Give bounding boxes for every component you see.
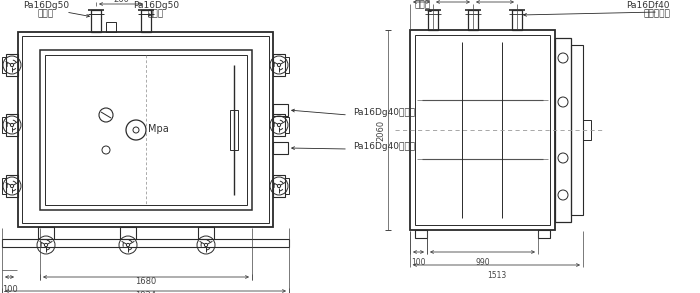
Text: 1513: 1513	[487, 271, 506, 280]
Text: 安全阀: 安全阀	[415, 0, 431, 9]
Bar	[273, 104, 288, 116]
Bar	[120, 227, 136, 239]
Bar	[91, 10, 101, 32]
Bar	[106, 22, 116, 32]
Bar	[6, 175, 18, 197]
Bar	[415, 230, 427, 238]
Bar	[141, 10, 151, 32]
Bar	[45, 55, 247, 205]
Bar	[2, 178, 6, 194]
Bar	[571, 45, 583, 215]
Text: 100: 100	[1, 285, 18, 293]
Bar	[285, 117, 289, 133]
Text: 2060: 2060	[377, 120, 386, 141]
Text: Pa16Df40: Pa16Df40	[626, 1, 670, 10]
Text: Mpa: Mpa	[148, 124, 169, 134]
Bar	[410, 30, 555, 230]
Bar	[6, 114, 18, 136]
Bar	[555, 38, 571, 222]
Text: Pa16Dg50: Pa16Dg50	[23, 1, 69, 10]
Bar	[2, 117, 6, 133]
Bar	[285, 178, 289, 194]
Bar	[273, 175, 285, 197]
Text: 990: 990	[475, 258, 490, 267]
Bar	[538, 230, 550, 238]
Bar	[2, 239, 289, 247]
Bar	[40, 50, 252, 210]
Bar	[38, 227, 54, 239]
Bar	[583, 120, 591, 140]
Text: 100: 100	[411, 258, 426, 267]
Text: Pa16Dg50: Pa16Dg50	[133, 1, 179, 10]
Bar	[230, 110, 238, 150]
Text: 1924: 1924	[135, 292, 156, 293]
Text: 排气口: 排气口	[38, 9, 54, 18]
Bar	[273, 54, 285, 76]
Bar	[18, 32, 273, 227]
Text: 消毒口: 消毒口	[148, 9, 164, 18]
Text: 蒸汽进气口: 蒸汽进气口	[643, 9, 670, 18]
Bar	[415, 35, 550, 225]
Text: 1680: 1680	[135, 277, 157, 287]
Bar	[468, 10, 478, 30]
Bar	[2, 57, 6, 73]
Text: 260: 260	[113, 0, 129, 4]
Bar	[273, 142, 288, 154]
Bar	[6, 54, 18, 76]
Bar	[428, 10, 438, 30]
Bar	[285, 57, 289, 73]
Text: Pa16Dg40疏水口: Pa16Dg40疏水口	[353, 142, 415, 151]
Bar	[198, 227, 214, 239]
Bar	[512, 10, 522, 30]
Bar	[22, 36, 269, 223]
Bar	[273, 114, 285, 136]
Text: Pa16Dg40排污口: Pa16Dg40排污口	[353, 108, 415, 117]
